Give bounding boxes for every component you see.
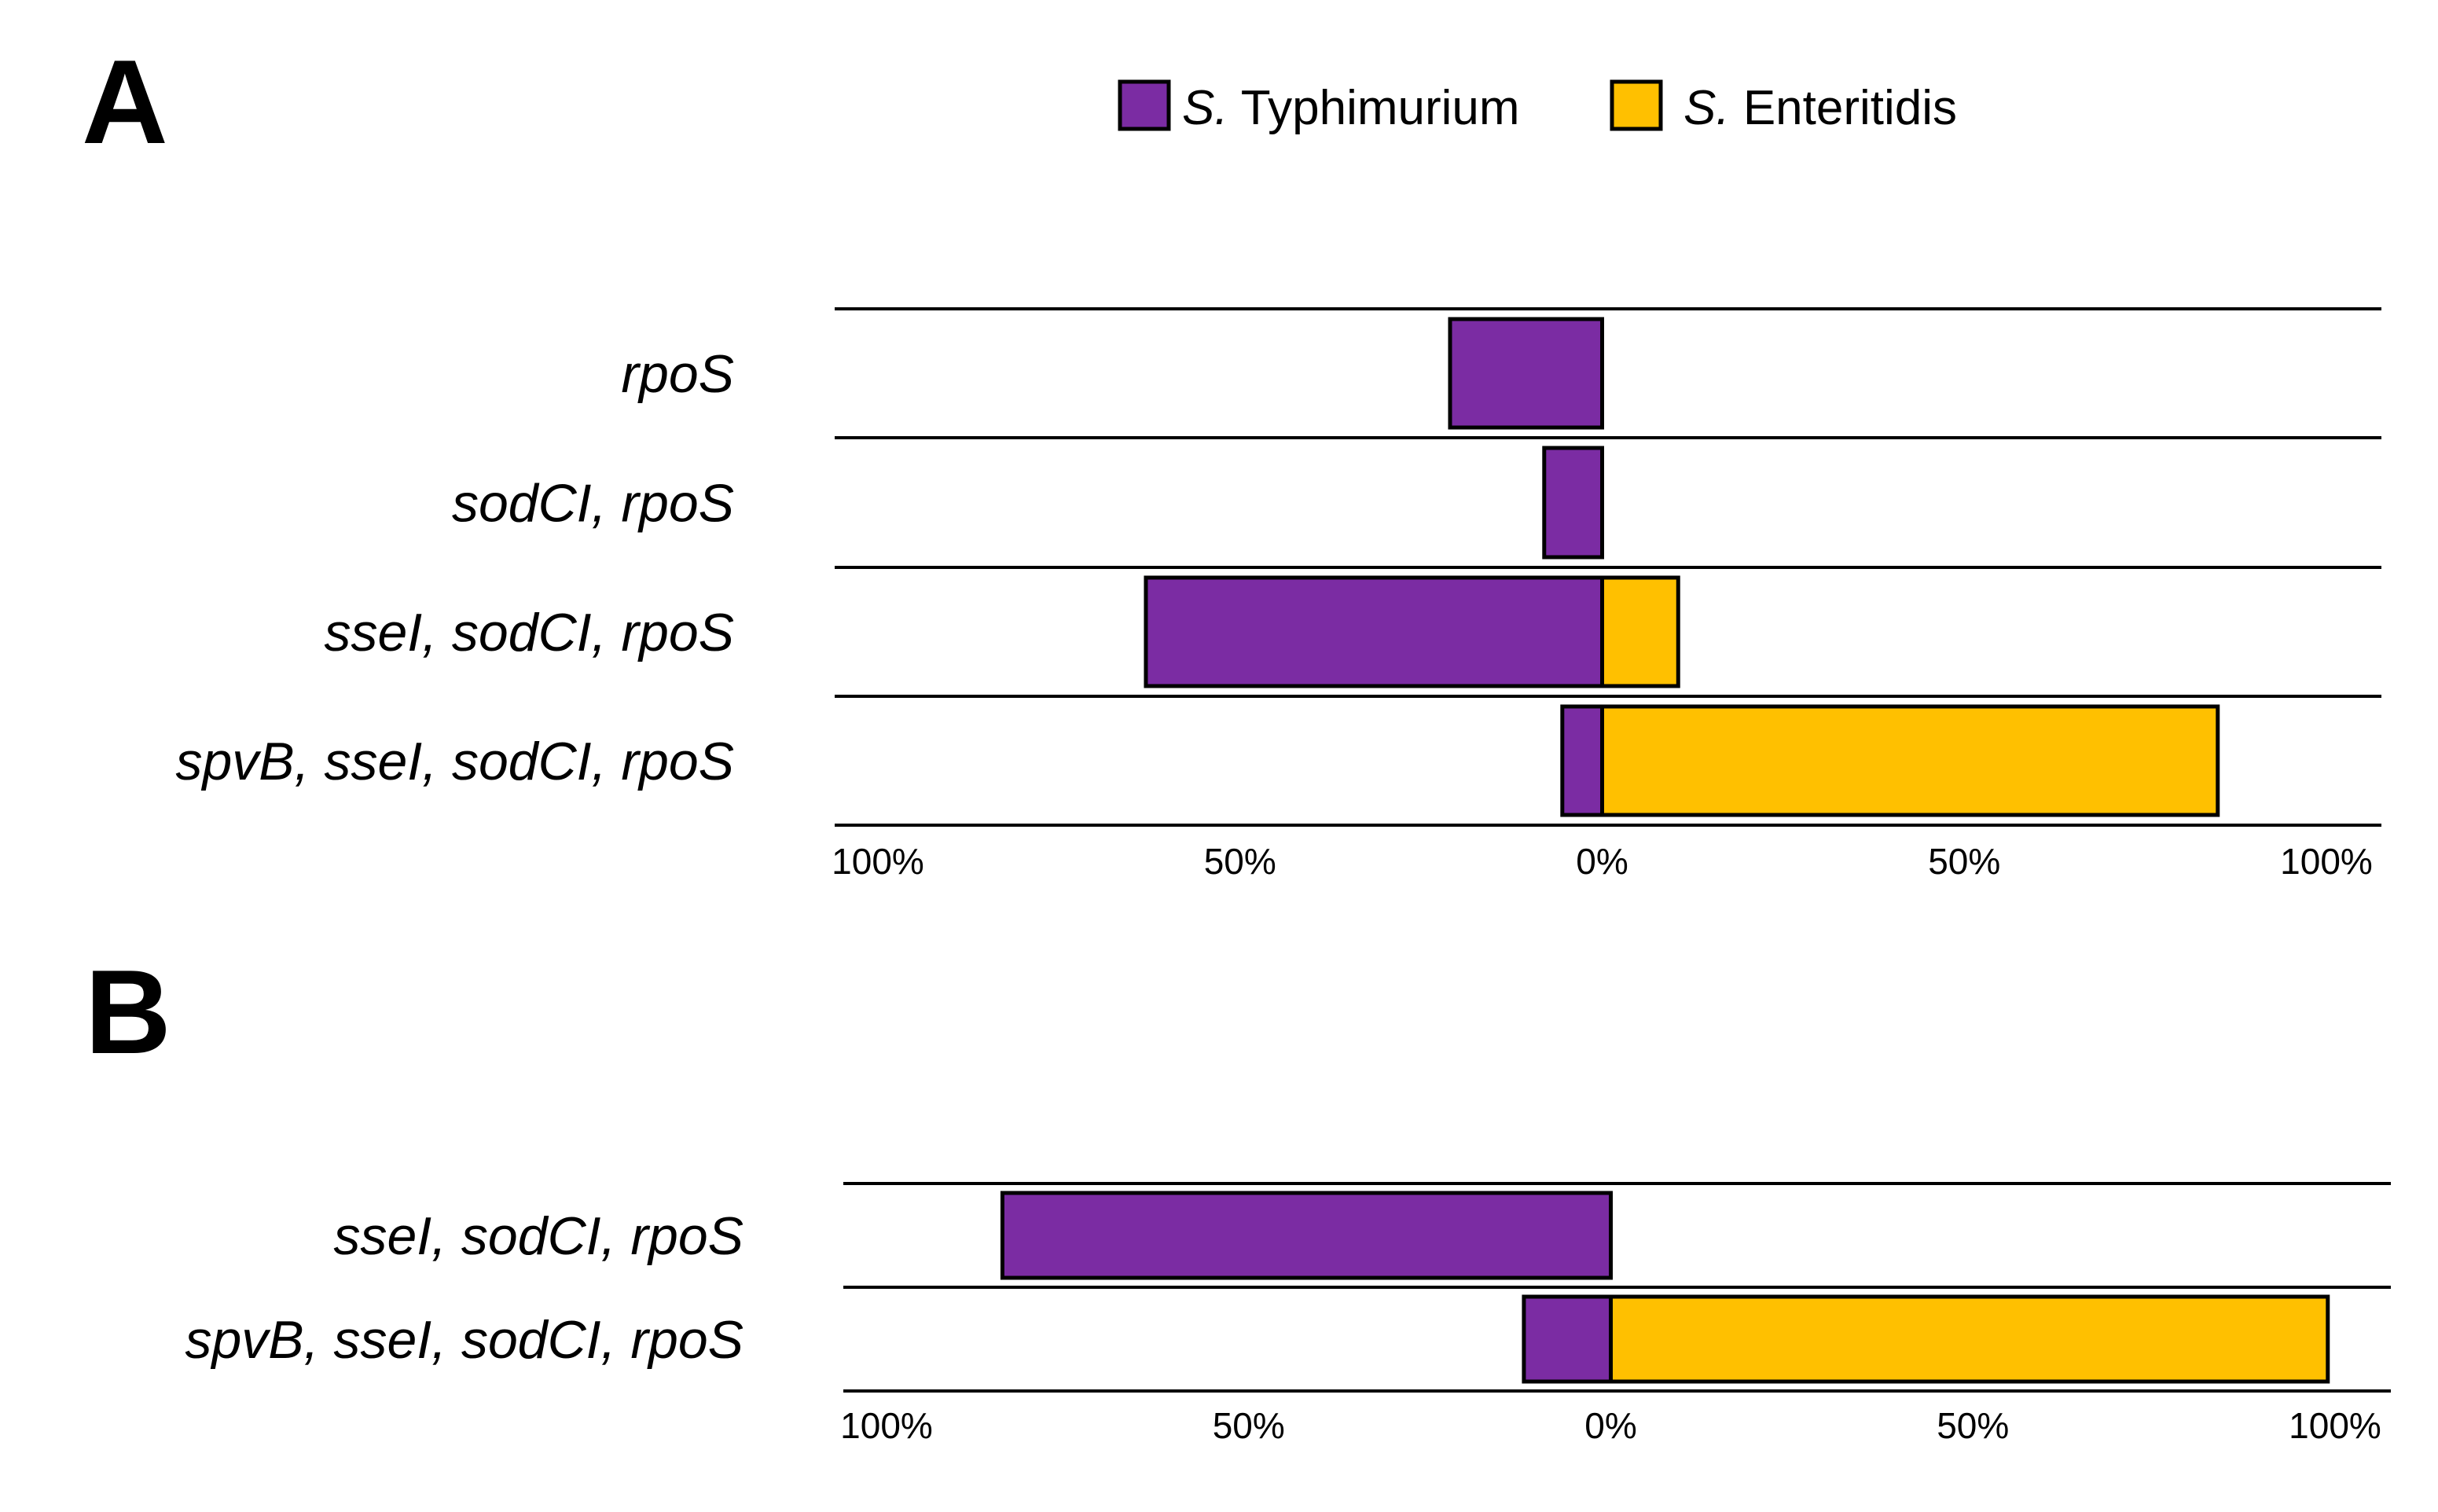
tick-label: 100% xyxy=(2280,841,2373,882)
category-label: rpoS xyxy=(621,344,734,404)
category-label: spvB, sseI, sodCI, rpoS xyxy=(185,1310,744,1370)
tick-label: 0% xyxy=(1584,1405,1636,1446)
tick-label: 100% xyxy=(832,841,924,882)
tick-label: 50% xyxy=(1937,1405,2009,1446)
legend: S. Typhimurium S. Enteritidis xyxy=(1118,79,1957,135)
tick-label: 50% xyxy=(1928,841,2000,882)
chart-panel-a: rpoS sodCI, rpoS sseI, sodCI, rpoS spvB, ss… xyxy=(175,307,2381,882)
legend-swatch-enteritidis xyxy=(1610,79,1663,131)
bar-enteritidis xyxy=(1600,575,1680,688)
legend-label-typhimurium: S. Typhimurium xyxy=(1182,81,1520,135)
tick-label: 0% xyxy=(1576,841,1628,882)
tick-label: 50% xyxy=(1204,841,1276,882)
bar-typhimurium xyxy=(1560,704,1605,817)
legend-swatch-typhimurium xyxy=(1118,79,1171,131)
panel-label-b: B xyxy=(85,945,171,1079)
panel-label-a: A xyxy=(82,35,168,169)
bar-enteritidis xyxy=(1609,1294,2330,1384)
category-label: sodCI, rpoS xyxy=(452,474,734,534)
bar-typhimurium xyxy=(1542,446,1605,560)
legend-label-enteritidis: S. Enteritidis xyxy=(1683,81,1957,135)
chart-panel-b: sseI, sodCI, rpoS spvB, sseI, sodCI, rpoS… xyxy=(185,1182,2391,1446)
bar-enteritidis xyxy=(1600,704,2220,817)
category-label: spvB, sseI, sodCI, rpoS xyxy=(175,732,734,791)
bar-typhimurium xyxy=(1000,1191,1613,1280)
category-label: sseI, sodCI, rpoS xyxy=(333,1206,744,1266)
tick-label: 100% xyxy=(2289,1405,2381,1446)
bar-typhimurium xyxy=(1522,1294,1614,1384)
category-label: sseI, sodCI, rpoS xyxy=(324,603,734,662)
bar-typhimurium xyxy=(1448,317,1604,430)
tick-label: 50% xyxy=(1213,1405,1285,1446)
tick-label: 100% xyxy=(840,1405,933,1446)
bar-typhimurium xyxy=(1144,575,1604,688)
